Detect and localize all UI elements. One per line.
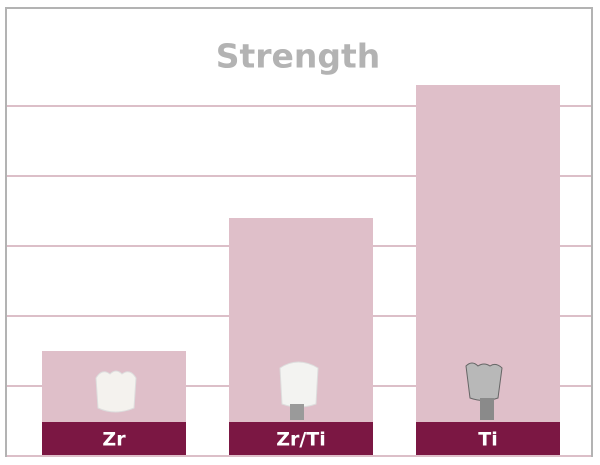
x-tick-label: Zr xyxy=(102,429,126,451)
category-band xyxy=(42,422,186,455)
abutment-zrti xyxy=(290,404,304,420)
chart-title: Strength xyxy=(216,37,381,76)
abutment-ti xyxy=(480,398,494,420)
x-tick-label: Zr/Ti xyxy=(276,429,326,451)
bar xyxy=(229,218,373,456)
crown-zrti xyxy=(279,361,319,408)
crown-zr xyxy=(95,370,137,413)
crown-ti xyxy=(465,362,503,401)
crown-icons xyxy=(95,361,503,420)
x-tick-label: Ti xyxy=(478,429,497,451)
bars: Zr Zr/Ti Ti xyxy=(42,85,560,456)
category-band xyxy=(416,422,560,455)
category-band xyxy=(229,422,373,455)
